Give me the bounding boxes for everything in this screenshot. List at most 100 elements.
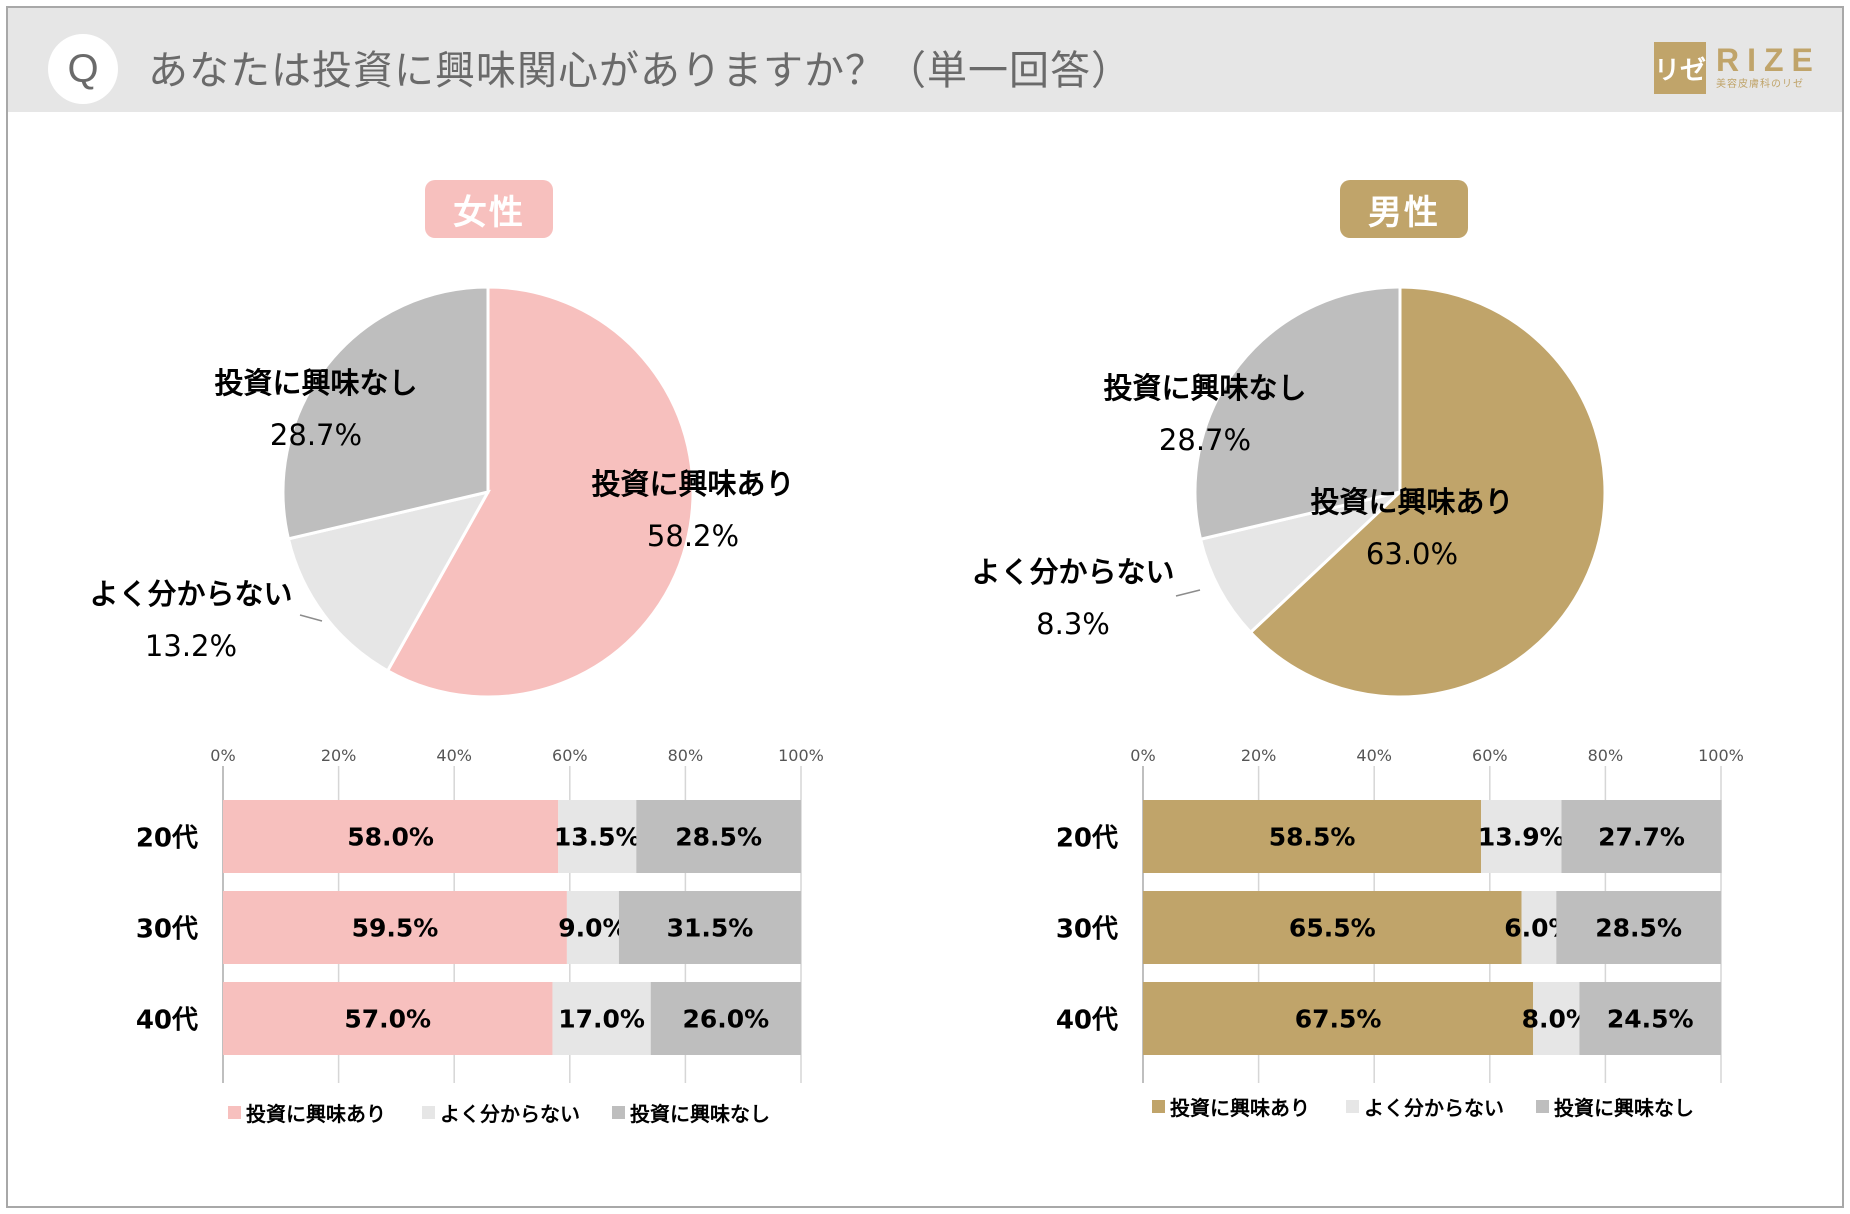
- bar-segment: [1481, 800, 1562, 873]
- bar-segment-label: 24.5%: [1607, 1005, 1694, 1034]
- bar-category-label: 40代: [1056, 1006, 1118, 1036]
- bar-segment: [1143, 982, 1534, 1055]
- bar-segment-label: 13.9%: [1478, 823, 1565, 852]
- bar-segment: [558, 800, 637, 873]
- bar-segment: [566, 891, 619, 964]
- pie-leader-line: [299, 614, 323, 622]
- bar-segment-label: 28.5%: [675, 823, 762, 852]
- bar-axis-tick-label: 0%: [1130, 746, 1155, 765]
- bar-segment-label: 8.0%: [1522, 1005, 1591, 1034]
- bar-segment: [650, 982, 801, 1055]
- bar-segment-label: 58.5%: [1269, 823, 1356, 852]
- pie-slice-label: よく分からない: [89, 577, 292, 611]
- legend-item-unsure: よく分からない: [422, 1098, 580, 1127]
- bar-segment-label: 67.5%: [1295, 1005, 1382, 1034]
- bar-segment: [1533, 982, 1580, 1055]
- female-stacked-bar-chart: 0% 20% 40% 60% 80% 100% 20代 58.0% 13.5% 28.5% 30代 5…: [136, 746, 824, 1083]
- bar-segment: [1561, 800, 1722, 873]
- bar-axis-tick-label: 60%: [1472, 746, 1508, 765]
- legend-swatch: [1152, 1100, 1165, 1113]
- pie-slice-label: よく分からない: [971, 555, 1174, 589]
- logo-mark: リゼ: [1654, 42, 1706, 94]
- legend-swatch: [1346, 1100, 1359, 1113]
- brand-logo: リゼ RIZE 美容皮膚科のリゼ: [1654, 42, 1821, 96]
- pie-slice-label: 投資に興味あり: [591, 467, 794, 501]
- legend-item-not-interested: 投資に興味なし: [612, 1098, 770, 1127]
- male-title-badge: 男性: [1340, 180, 1468, 238]
- bar-segment: [223, 982, 553, 1055]
- legend-label: 投資に興味あり: [246, 1102, 386, 1126]
- bar-category-label: 30代: [136, 915, 198, 945]
- pie-slice-value: 28.7%: [270, 418, 362, 452]
- question-text: あなたは投資に興味関心がありますか？（単一回答）: [148, 48, 1132, 94]
- legend-item-unsure: よく分からない: [1346, 1092, 1504, 1121]
- legend-item-interested: 投資に興味あり: [228, 1098, 386, 1127]
- pie-slice: [1248, 285, 1607, 699]
- bar-segment: [636, 800, 801, 873]
- pie-leader-line: [1175, 589, 1201, 597]
- bar-segment: [1143, 891, 1522, 964]
- pie-slice-label: 投資に興味なし: [1103, 371, 1306, 405]
- legend-label: 投資に興味なし: [1554, 1096, 1694, 1120]
- bar-segment: [1521, 891, 1557, 964]
- bar-segment-label: 26.0%: [682, 1005, 769, 1034]
- bar-category-label: 20代: [1056, 824, 1118, 854]
- pie-slice: [1193, 285, 1402, 542]
- bar-axis-tick-label: 60%: [552, 746, 588, 765]
- female-legend: 投資に興味あり よく分からない 投資に興味なし: [228, 1098, 770, 1127]
- legend-label: 投資に興味なし: [630, 1102, 770, 1126]
- legend-swatch: [228, 1106, 241, 1119]
- bar-category-label: 30代: [1056, 915, 1118, 945]
- pie-slice: [281, 285, 490, 541]
- pie-slice-value: 58.2%: [647, 519, 739, 553]
- bar-segment-label: 65.5%: [1289, 914, 1376, 943]
- bar-segment-label: 58.0%: [347, 823, 434, 852]
- bar-segment: [223, 800, 559, 873]
- bar-axis-tick-label: 40%: [436, 746, 472, 765]
- bar-segment: [1556, 891, 1721, 964]
- bar-segment-label: 31.5%: [667, 914, 754, 943]
- pie-slice-value: 8.3%: [1036, 607, 1110, 641]
- bar-segment: [1143, 800, 1482, 873]
- bar-segment: [552, 982, 651, 1055]
- bar-axis-tick-label: 20%: [1241, 746, 1277, 765]
- legend-label: 投資に興味あり: [1170, 1096, 1310, 1120]
- bar-segment-label: 9.0%: [558, 914, 627, 943]
- bar-axis-tick-label: 20%: [321, 746, 357, 765]
- legend-label: よく分からない: [440, 1102, 580, 1126]
- bar-segment: [1579, 982, 1721, 1055]
- bar-axis-tick-label: 40%: [1356, 746, 1392, 765]
- bar-segment: [223, 891, 567, 964]
- bar-category-label: 20代: [136, 824, 198, 854]
- question-header: Q あなたは投資に興味関心がありますか？（単一回答） リゼ RIZE 美容皮膚科…: [8, 8, 1842, 112]
- logo-subtitle: 美容皮膚科のリゼ: [1716, 79, 1804, 90]
- bar-segment: [618, 891, 801, 964]
- bar-axis-tick-label: 100%: [1698, 746, 1744, 765]
- legend-swatch: [612, 1106, 625, 1119]
- bar-segment-label: 27.7%: [1598, 823, 1685, 852]
- legend-label: よく分からない: [1364, 1096, 1504, 1120]
- pie-slice-value: 13.2%: [145, 629, 237, 663]
- pie-slice-label: 投資に興味なし: [214, 366, 417, 400]
- female-title-badge: 女性: [425, 180, 553, 238]
- pie-slice-label: 投資に興味あり: [1310, 485, 1513, 519]
- male-stacked-bar-chart: 0% 20% 40% 60% 80% 100% 20代 58.5% 13.9% 27.7% 30代 6…: [1056, 746, 1744, 1083]
- pie-slice: [286, 489, 491, 673]
- pie-slice: [1198, 489, 1406, 635]
- legend-item-not-interested: 投資に興味なし: [1536, 1092, 1694, 1121]
- male-pie-chart: 投資に興味あり 63.0% よく分からない 8.3% 投資に興味なし 28.7%: [971, 285, 1607, 699]
- bar-axis-tick-label: 100%: [778, 746, 824, 765]
- bar-segment-label: 17.0%: [558, 1005, 645, 1034]
- female-pie-chart: 投資に興味あり 58.2% よく分からない 13.2% 投資に興味なし 28.7%: [89, 285, 795, 699]
- bar-category-label: 40代: [136, 1006, 198, 1036]
- pie-slice: [385, 285, 695, 699]
- legend-item-interested: 投資に興味あり: [1152, 1092, 1310, 1121]
- pie-slice-value: 63.0%: [1366, 537, 1458, 571]
- legend-swatch: [1536, 1100, 1549, 1113]
- bar-segment-label: 28.5%: [1595, 914, 1682, 943]
- bar-segment-label: 59.5%: [352, 914, 439, 943]
- male-legend: 投資に興味あり よく分からない 投資に興味なし: [1152, 1092, 1694, 1121]
- question-badge: Q: [48, 34, 118, 104]
- bar-axis-tick-label: 0%: [210, 746, 235, 765]
- pie-slice-value: 28.7%: [1159, 423, 1251, 457]
